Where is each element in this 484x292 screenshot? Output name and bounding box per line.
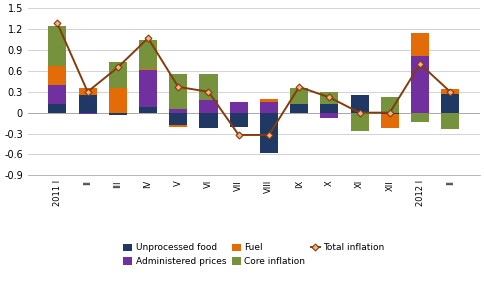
Bar (260, 113, 278, 153)
Bar (199, 100, 217, 113)
Bar (199, 113, 217, 128)
Bar (350, 113, 369, 131)
Bar (48, 26, 66, 66)
Bar (381, 97, 399, 113)
Bar (290, 104, 308, 113)
Legend: Unprocessed food, Administered prices, Fuel, Core inflation, Total inflation: Unprocessed food, Administered prices, F… (123, 244, 385, 266)
Bar (109, 62, 127, 88)
Bar (320, 104, 338, 113)
Bar (139, 39, 157, 69)
Bar (169, 113, 187, 125)
Bar (320, 92, 338, 104)
Bar (320, 113, 338, 118)
Bar (169, 125, 187, 127)
Bar (260, 99, 278, 102)
Bar (381, 113, 399, 114)
Bar (48, 104, 66, 113)
Bar (169, 109, 187, 113)
Bar (411, 55, 429, 113)
Bar (229, 102, 248, 113)
Bar (199, 74, 217, 100)
Bar (48, 66, 66, 86)
Bar (441, 89, 459, 94)
Bar (441, 94, 459, 113)
Bar (229, 113, 248, 127)
Bar (139, 70, 157, 107)
Bar (441, 113, 459, 129)
Bar (78, 88, 97, 95)
Bar (109, 113, 127, 115)
Bar (411, 32, 429, 55)
Bar (260, 102, 278, 113)
Bar (381, 114, 399, 128)
Bar (290, 88, 308, 104)
Bar (139, 107, 157, 113)
Bar (48, 86, 66, 104)
Bar (350, 95, 369, 113)
Bar (411, 113, 429, 122)
Bar (139, 69, 157, 70)
Bar (169, 74, 187, 109)
Bar (78, 113, 97, 114)
Bar (78, 95, 97, 113)
Bar (109, 88, 127, 113)
